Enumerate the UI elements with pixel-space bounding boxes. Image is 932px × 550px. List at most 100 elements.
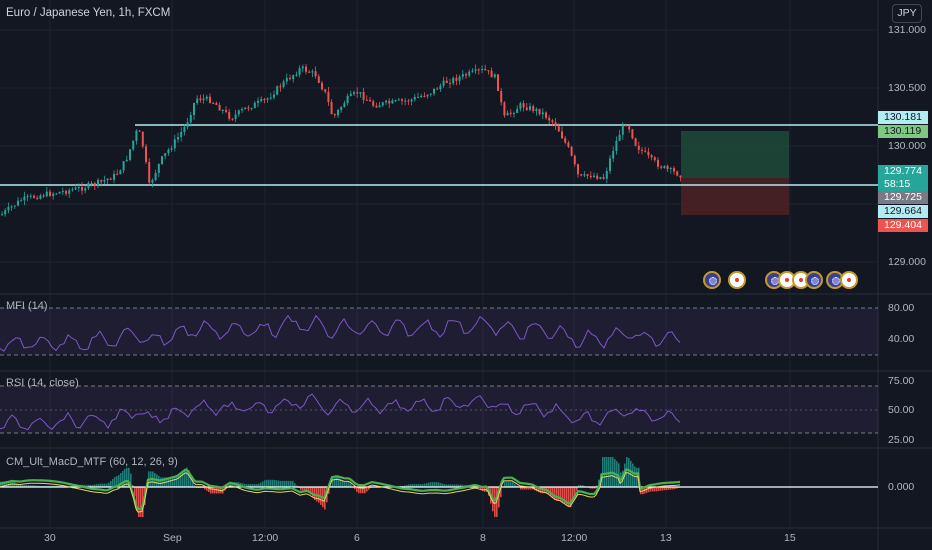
macd-bar [132,484,134,487]
candle-body [292,75,295,80]
candle-body [164,153,167,157]
dividend-event-icon[interactable] [840,271,858,289]
candle-body [628,126,631,130]
macd-bar [254,484,256,487]
macd-bar [118,475,120,487]
macd-bar [104,483,106,487]
macd-bar [212,487,214,494]
candlestick-series [1,63,682,217]
macd-bar [38,485,40,487]
candle-body [506,112,509,116]
macd-bar [208,487,210,493]
price-axis-label: 130.500 [888,82,926,94]
macd-bar [30,485,32,487]
candle-body [321,82,323,90]
currency-button[interactable]: JPY [892,4,922,23]
candle-body [266,98,269,100]
candle-body [465,74,467,76]
macd-bar [140,487,142,517]
candle-body [183,126,186,132]
candle-body [394,100,397,102]
candle-body [97,179,99,186]
candle-body [29,195,32,197]
position-target-zone[interactable] [681,131,789,178]
macd-label[interactable]: CM_Ult_MacD_MTF (60, 12, 26, 9) [6,456,178,468]
macd-bar [120,473,122,487]
macd-bar [512,481,514,487]
macd-bar [504,481,506,487]
candle-body [148,162,151,183]
candle-body [497,74,499,91]
price-tag-resistance[interactable]: 130.181 [878,111,928,124]
price-tag-entry[interactable]: 129.725 [878,191,928,204]
macd-bar [68,485,70,487]
candle-body [404,100,407,102]
time-axis-label: 8 [480,532,486,544]
macd-bar [590,487,592,489]
price-tag-stop[interactable]: 129.404 [878,219,928,232]
macd-bar [552,487,554,498]
candle-body [234,114,237,120]
price-tag-support[interactable]: 129.664 [878,205,928,218]
candle-body [199,98,202,101]
time-axis-label: 12:00 [561,532,588,544]
dividend-event-icon[interactable] [728,271,746,289]
macd-bar [562,487,564,503]
candle-body [23,196,26,201]
candle-body [545,112,547,118]
candle-body [429,93,432,95]
candle-body [666,165,669,169]
candle-body [253,102,256,109]
macd-bar [248,484,250,487]
candle-body [145,146,147,163]
macd-bar [592,487,594,489]
candle-body [103,180,106,182]
macd-bar [434,482,436,487]
mfi-label[interactable]: MFI (14) [6,300,48,312]
price-tag-target[interactable]: 130.119 [878,125,928,138]
macd-bar [414,484,416,487]
position-stop-zone[interactable] [681,178,789,215]
macd-bar [666,487,668,490]
macd-bar [284,480,286,487]
macd-bar [424,483,426,487]
candle-body [157,163,160,174]
candle-body [586,174,589,176]
candle-body [583,174,586,176]
macd-bar [508,481,510,487]
candle-body [349,93,352,96]
macd-bar [440,483,442,487]
macd-bar [126,467,128,487]
macd-bar [510,481,512,487]
macd-bar [462,484,464,487]
macd-bar [524,487,526,490]
candle-body [10,206,13,208]
macd-bar [214,487,216,494]
macd-bar [14,482,16,487]
candle-body [42,195,45,197]
candle-body [285,78,288,82]
economic-event-icon[interactable] [805,271,823,289]
candle-body [637,145,640,150]
rsi-label[interactable]: RSI (14, close) [6,377,79,389]
macd-bar [464,484,466,487]
candle-body [618,134,621,141]
macd-bar [24,485,26,487]
economic-event-icon[interactable] [703,271,721,289]
candle-body [605,171,608,179]
candle-body [298,68,301,75]
candle-body [45,191,48,197]
candle-body [439,85,442,90]
macd-bar [300,487,302,491]
symbol-title[interactable]: Euro / Japanese Yen, 1h, FXCM [6,7,171,19]
candle-body [602,177,605,179]
candle-body [471,70,474,72]
macd-bar [676,487,678,489]
candle-body [487,70,490,72]
candle-body [385,100,387,103]
macd-bar [204,487,206,490]
candle-body [196,98,199,104]
price-tag-last[interactable]: 129.774 [878,165,928,178]
macd-bar [250,484,252,487]
